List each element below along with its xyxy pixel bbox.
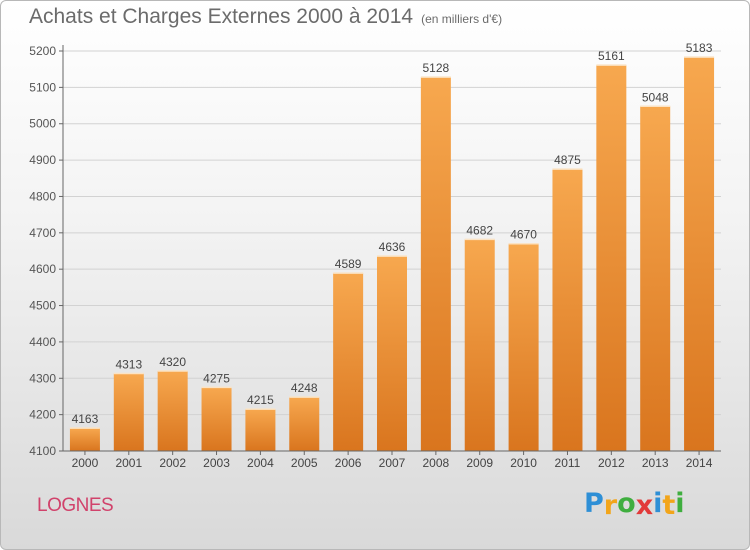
x-tick-label: 2012 — [598, 456, 625, 470]
bar — [640, 106, 671, 451]
bar — [289, 397, 320, 451]
axes — [59, 45, 721, 455]
bar — [508, 243, 539, 451]
logo-letter: o — [617, 488, 636, 519]
x-tick-label: 2014 — [686, 456, 713, 470]
data-label: 4163 — [72, 412, 99, 426]
town-name: LOGNES — [37, 495, 114, 516]
x-tick-label: 2003 — [203, 456, 230, 470]
bar — [596, 65, 627, 451]
x-tick-label: 2005 — [291, 456, 318, 470]
y-tick-label: 4100 — [29, 444, 56, 458]
logo-letter: r — [603, 490, 618, 521]
x-tick-label: 2004 — [247, 456, 274, 470]
bar — [464, 239, 495, 451]
bar — [113, 373, 144, 451]
x-tick-label: 2013 — [642, 456, 669, 470]
data-label: 5048 — [642, 90, 669, 104]
data-label: 4682 — [466, 223, 493, 237]
y-tick-label: 4200 — [29, 408, 56, 422]
x-tick-label: 2001 — [115, 456, 142, 470]
data-label: 4313 — [115, 358, 142, 372]
bar — [552, 169, 583, 451]
bar — [201, 387, 232, 451]
data-label: 5161 — [598, 49, 625, 63]
chart-subtitle: (en milliers d'€) — [421, 12, 503, 26]
logo-letter: x — [635, 490, 654, 521]
bar — [69, 428, 100, 451]
data-label: 4248 — [291, 381, 318, 395]
labels: 4100 4200 4300 4400 4500 4600 4700 4800 4900 5000… — [29, 41, 712, 470]
logo-letter: i — [653, 488, 663, 519]
x-tick-label: 2009 — [466, 456, 493, 470]
x-tick-label: 2000 — [72, 456, 99, 470]
data-label: 4589 — [335, 257, 362, 271]
y-tick-label: 5200 — [29, 44, 56, 58]
x-tick-label: 2010 — [510, 456, 537, 470]
x-tick-label: 2008 — [423, 456, 450, 470]
logo-letter: i — [675, 488, 685, 519]
bar — [157, 371, 188, 451]
logo-letter: t — [662, 490, 676, 521]
data-label: 4636 — [379, 240, 406, 254]
x-tick-label: 2011 — [555, 456, 581, 470]
data-label: 4875 — [554, 153, 581, 167]
y-tick-label: 5100 — [29, 80, 56, 94]
data-label: 5183 — [686, 41, 713, 55]
y-tick-label: 4700 — [29, 226, 56, 240]
logo-letter: P — [584, 488, 604, 519]
bars — [69, 56, 715, 451]
data-label: 4215 — [247, 393, 274, 407]
bar — [333, 273, 364, 451]
y-tick-label: 4800 — [29, 189, 56, 203]
y-tick-label: 5000 — [29, 117, 56, 131]
data-label: 4275 — [203, 371, 230, 385]
bar — [420, 77, 451, 451]
x-tick-label: 2006 — [335, 456, 362, 470]
x-tick-label: 2002 — [159, 456, 186, 470]
bar — [245, 409, 276, 451]
proxiti-logo[interactable]: Proxiti — [584, 488, 685, 521]
y-tick-label: 4500 — [29, 299, 56, 313]
y-tick-label: 4600 — [29, 262, 56, 276]
data-label: 4320 — [159, 355, 186, 369]
x-tick-label: 2007 — [379, 456, 406, 470]
chart-title-text: Achats et Charges Externes 2000 à 2014 — [29, 5, 414, 28]
y-tick-label: 4400 — [29, 335, 56, 349]
y-tick-label: 4900 — [29, 153, 56, 167]
y-tick-label: 4300 — [29, 371, 56, 385]
bar — [684, 57, 715, 451]
chart-title: Achats et Charges Externes 2000 à 2014 (e… — [29, 5, 502, 29]
data-label: 4670 — [510, 228, 537, 242]
data-label: 5128 — [423, 61, 450, 75]
bar — [377, 256, 407, 451]
